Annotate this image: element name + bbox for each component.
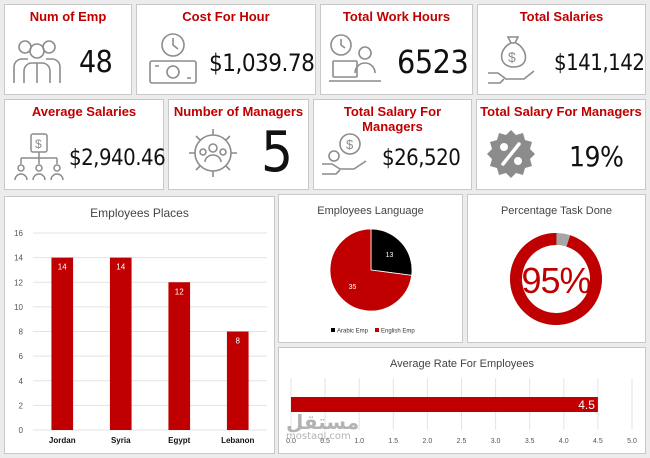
- data-label: 4.5: [578, 398, 595, 412]
- kpi-value: 6523: [397, 43, 469, 81]
- data-label: 13: [386, 252, 394, 259]
- x-tick-label: Jordan: [49, 436, 76, 445]
- y-tick-label: 2: [19, 401, 24, 410]
- svg-text:$: $: [508, 49, 516, 65]
- bar: [109, 257, 132, 430]
- y-tick-label: 6: [19, 352, 24, 361]
- laptop-worker-icon: [329, 34, 381, 82]
- x-tick-label: Egypt: [168, 436, 191, 445]
- percent-badge-icon: [487, 130, 535, 178]
- kpi-title: Total Salary For Managers: [343, 104, 442, 134]
- y-tick-label: 14: [14, 254, 23, 263]
- x-tick-label: 2.0: [423, 438, 433, 445]
- kpi-value: $141,142: [554, 51, 645, 76]
- data-label: 14: [116, 263, 125, 272]
- y-tick-label: 16: [14, 229, 23, 238]
- y-tick-label: 10: [14, 303, 23, 312]
- svg-text:$: $: [35, 137, 42, 151]
- employees-places-plot: 0 2 4 6 8 10 12 14 16 14 Jordan 14 Syria 12 Egypt 8 Leba…: [14, 229, 267, 445]
- average-rate-chart: Average Rate For Employees 0.0 0.5 1.0 1.5 2…: [278, 347, 646, 454]
- y-tick-label: 4: [19, 377, 24, 386]
- kpi-value: $2,940.46: [69, 146, 166, 171]
- average-rate-plot: 0.0 0.5 1.0 1.5 2.0 2.5 3.0 3.5 4.0 4.5 5.0 4.5: [286, 378, 637, 445]
- bar: [51, 257, 74, 430]
- x-tick-label: Lebanon: [221, 436, 254, 445]
- bar: [226, 331, 249, 430]
- data-label: 14: [58, 263, 67, 272]
- chart-title: Average Rate For Employees: [389, 358, 535, 370]
- x-tick-label: 5.0: [627, 438, 637, 445]
- coin-hand-icon: $: [322, 133, 367, 175]
- task-done-chart: Percentage Task Done 95%: [467, 194, 646, 343]
- org-chart-money-icon: $: [14, 133, 64, 181]
- employees-language-plot: 13 35 Arabic Emp English Emp: [329, 228, 415, 335]
- x-tick-label: 3.5: [525, 438, 535, 445]
- x-tick-label: 1.0: [354, 438, 364, 445]
- y-tick-label: 0: [19, 426, 24, 435]
- kpi-card-cost-hour: Cost For Hour $1,039.78: [136, 4, 316, 95]
- kpi-card-salary-managers: Total Salary For Managers $ $26,520: [313, 99, 472, 190]
- employees-places-chart: Employees Places 0 2 4 6 8 10 12 14 16 14 Jordan 14…: [4, 196, 275, 454]
- chart-title: Employees Places: [90, 206, 189, 220]
- pie-slice: [329, 228, 413, 312]
- watermark-latin: mostaql.com: [286, 431, 351, 442]
- x-tick-label: 0.5: [320, 438, 330, 445]
- kpi-title: Cost For Hour: [182, 9, 270, 24]
- legend-label: English Emp: [381, 329, 415, 335]
- donut-center-label: 95%: [521, 260, 590, 301]
- x-tick-label: 3.0: [491, 438, 501, 445]
- kpi-card-total-salaries: Total Salaries $ $141,142: [477, 4, 646, 95]
- kpi-card-work-hours: Total Work Hours 6523: [320, 4, 473, 95]
- gear-team-icon: [189, 129, 237, 177]
- legend-label: Arabic Emp: [337, 329, 369, 335]
- kpi-title: Average Salaries: [31, 104, 137, 119]
- kpi-title: Total Salary For Managers: [480, 104, 642, 119]
- kpi-card-average-salaries: Average Salaries $ $2,940.46: [4, 99, 166, 190]
- x-tick-label: 2.5: [457, 438, 467, 445]
- task-done-plot: 95%: [510, 233, 602, 325]
- x-tick-label: 4.5: [593, 438, 603, 445]
- x-tick-label: 1.5: [388, 438, 398, 445]
- chart-title: Percentage Task Done: [500, 205, 613, 217]
- employees-language-chart: Employees Language 13 35 Arabic Emp English…: [278, 194, 463, 343]
- kpi-title: Total Salaries: [519, 9, 604, 24]
- employees-icon: [13, 40, 61, 83]
- kpi-value: 19%: [569, 140, 624, 173]
- kpi-card-number-managers: Number of Managers 5: [168, 99, 309, 190]
- watermark-arabic: مستقل: [286, 410, 360, 434]
- kpi-value: 48: [79, 45, 113, 80]
- data-label: 35: [349, 284, 357, 291]
- svg-text:$: $: [346, 137, 354, 152]
- data-label: 8: [236, 337, 241, 346]
- kpi-card-salary-managers-pct: Total Salary For Managers 19%: [476, 99, 646, 190]
- kpi-card-num-emp: Num of Emp 48: [4, 4, 132, 95]
- legend-swatch: [331, 328, 335, 332]
- kpi-value: $26,520: [382, 146, 461, 171]
- x-tick-label: 0.0: [286, 438, 296, 445]
- bar: [168, 282, 191, 430]
- data-label: 12: [175, 287, 184, 296]
- y-tick-label: 8: [19, 328, 24, 337]
- pie-slice: [370, 228, 413, 276]
- money-bag-hand-icon: $: [488, 36, 535, 84]
- clock-money-icon: [149, 33, 197, 84]
- bar: [291, 397, 598, 412]
- x-tick-label: Syria: [111, 436, 131, 445]
- watermark: مستقل mostaql.com: [286, 412, 359, 442]
- kpi-title: Num of Emp: [29, 9, 107, 24]
- kpi-title: Number of Managers: [173, 104, 304, 119]
- kpi-title: Total Work Hours: [342, 9, 451, 24]
- chart-title: Employees Language: [317, 205, 424, 217]
- kpi-value: 5: [261, 120, 293, 185]
- legend-swatch: [375, 328, 379, 332]
- kpi-value: $1,039.78: [209, 49, 315, 77]
- y-tick-label: 12: [14, 278, 23, 287]
- x-tick-label: 4.0: [559, 438, 569, 445]
